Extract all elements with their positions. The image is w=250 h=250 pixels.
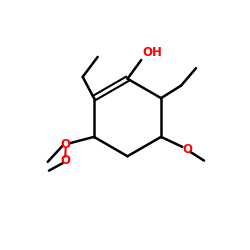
- Text: OH: OH: [142, 46, 163, 59]
- Text: O: O: [183, 143, 193, 156]
- Text: O: O: [61, 138, 71, 151]
- Text: O: O: [60, 154, 70, 167]
